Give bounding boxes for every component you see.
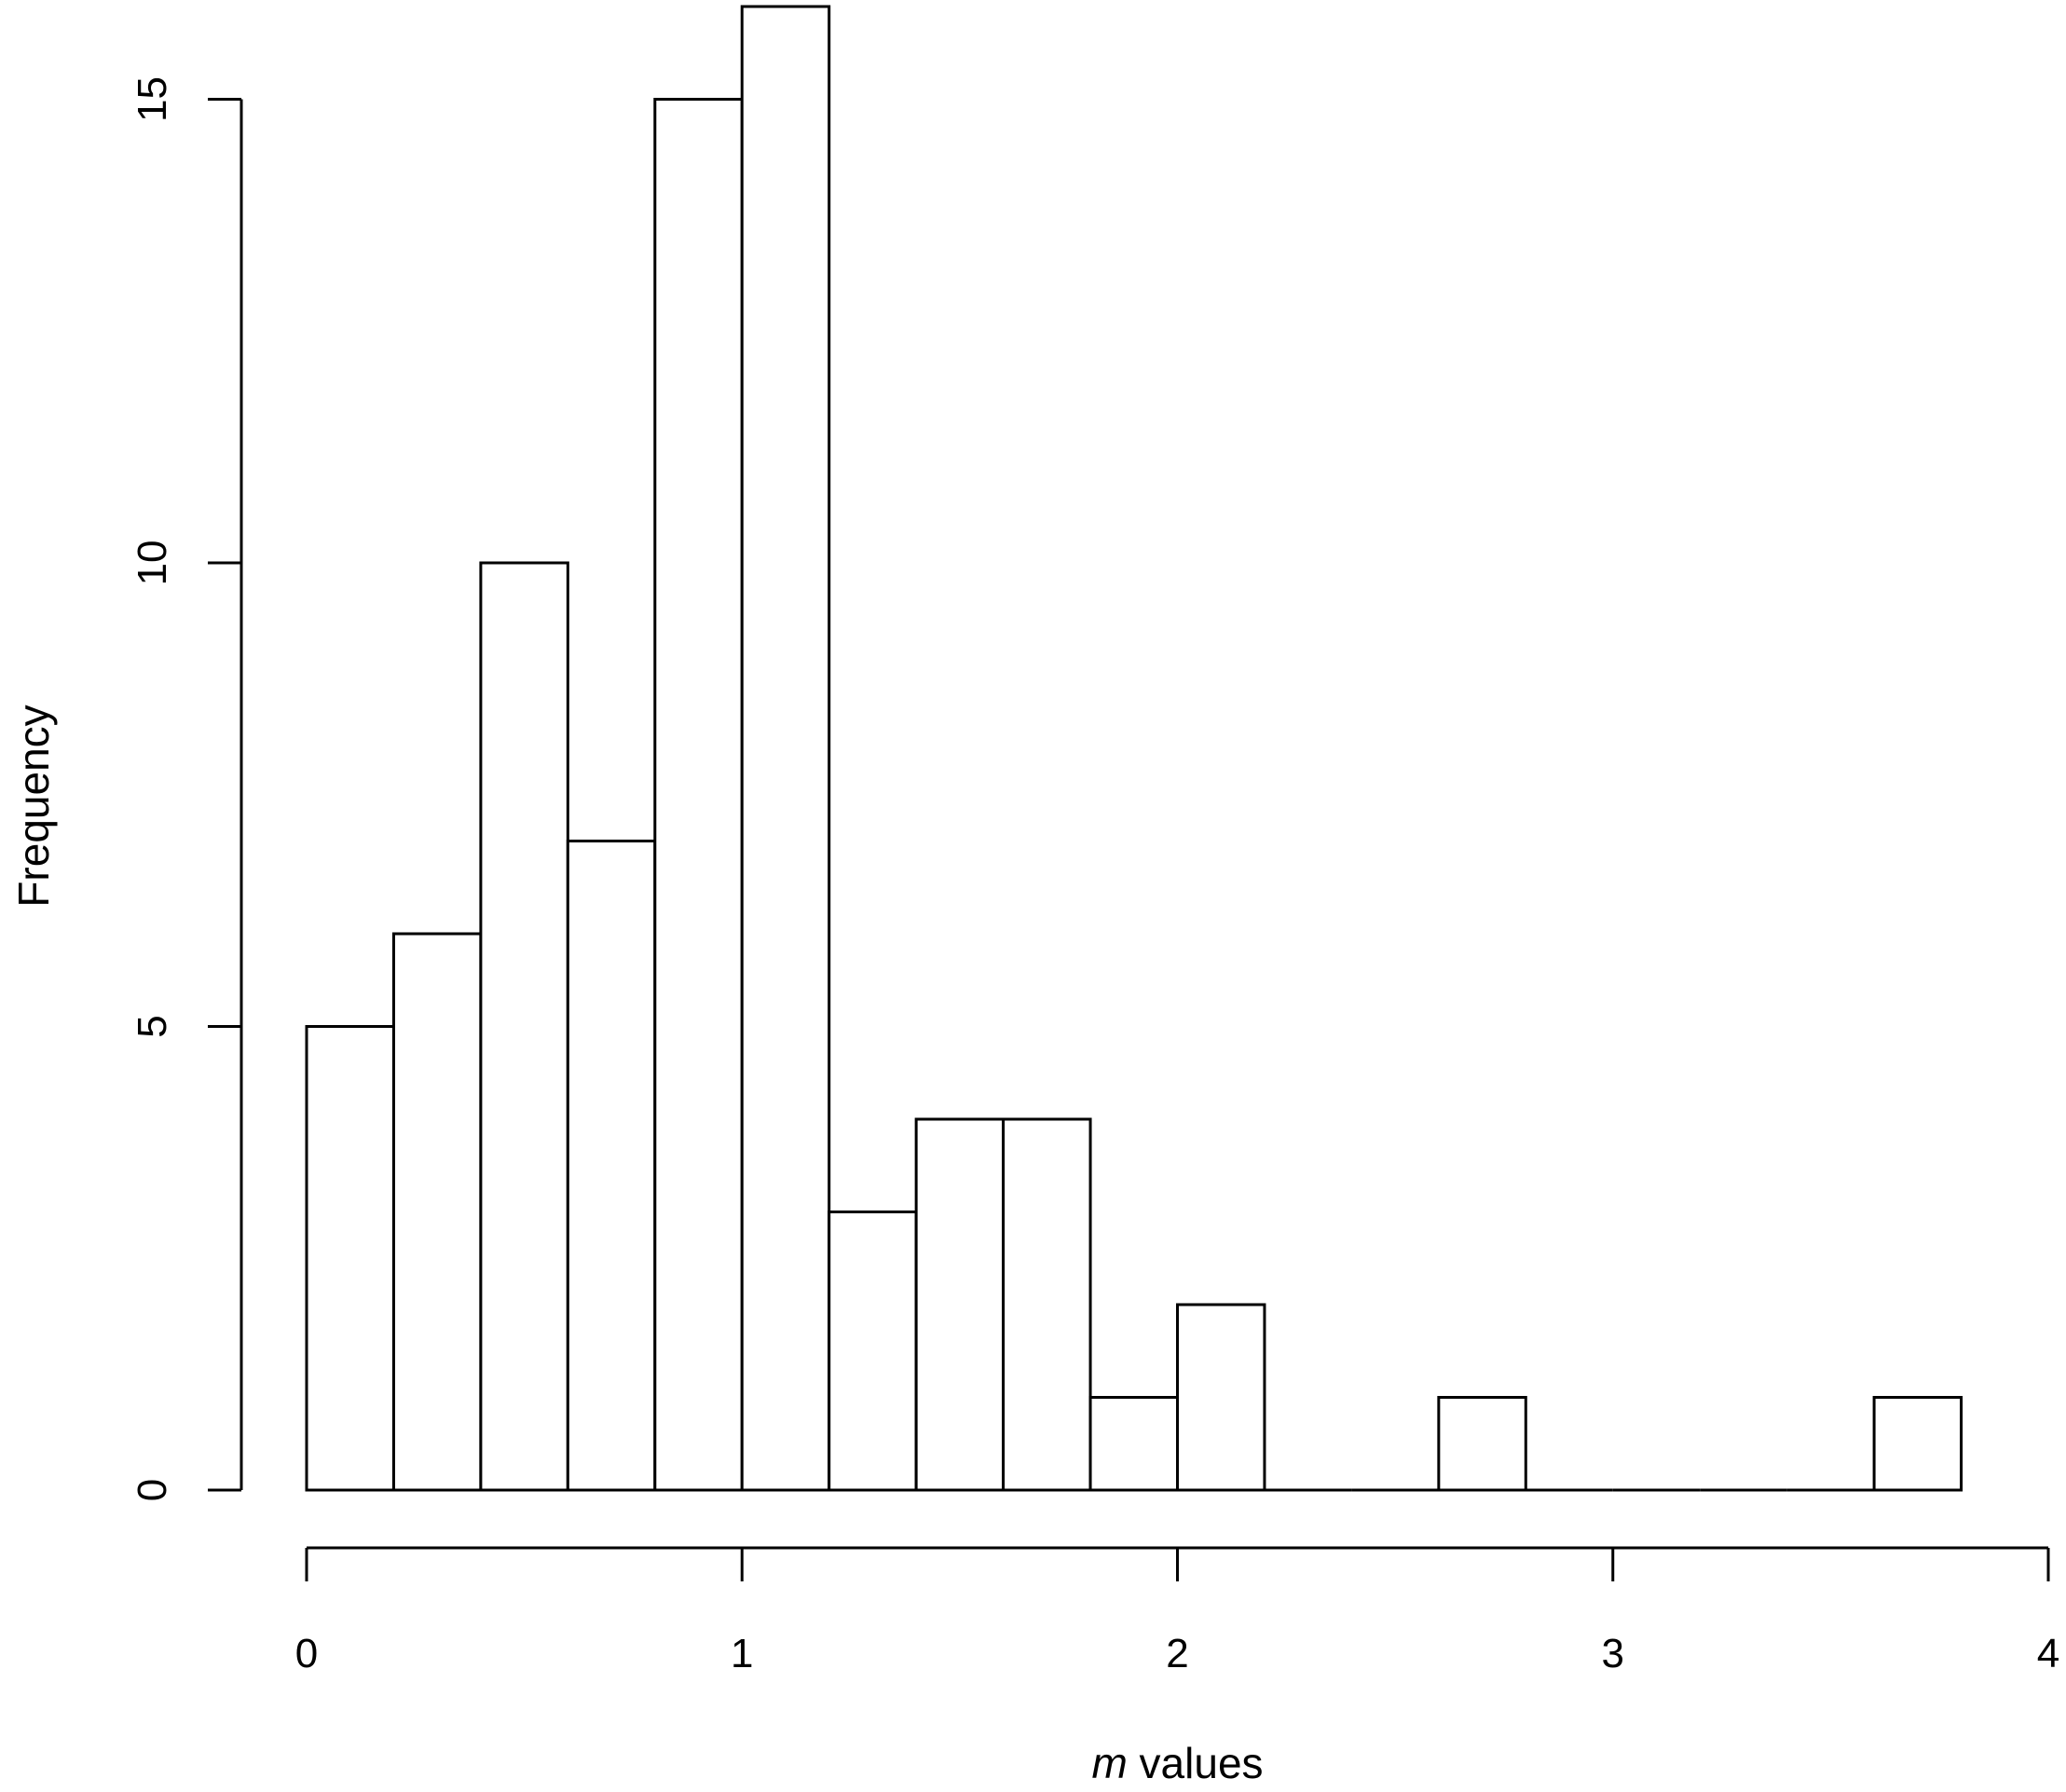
histogram-bar-8 [1002, 1117, 1092, 1492]
y-tick-label-2: 10 [130, 540, 175, 586]
y-tick-label-0: 0 [130, 1479, 175, 1501]
y-axis-title: Frequency [9, 704, 58, 907]
x-tick-label-1: 1 [731, 1631, 753, 1676]
histogram-bar-6 [828, 1211, 918, 1492]
x-axis-ticks: 0 1 2 3 4 [295, 1548, 2059, 1676]
histogram-bars [305, 5, 1963, 1492]
histogram-bar-0 [305, 1025, 395, 1492]
histogram-bar-4 [653, 98, 744, 1492]
x-tick-label-0: 0 [295, 1631, 318, 1676]
x-axis-title-rest: values [1128, 1739, 1264, 1787]
histogram-bar-7 [914, 1117, 1006, 1492]
x-axis-title-italic: m [1091, 1739, 1127, 1787]
y-axis: 0 5 10 15 [130, 76, 243, 1501]
x-tick-label-4: 4 [2037, 1631, 2059, 1676]
histogram-bar-9 [1088, 1396, 1180, 1492]
histogram-bar-1 [391, 932, 483, 1492]
x-axis-title: m values [1091, 1739, 1263, 1787]
x-tick-label-3: 3 [1602, 1631, 1624, 1676]
histogram-bar-10 [1176, 1303, 1266, 1492]
x-axis: 0 1 2 3 4 [295, 1546, 2059, 1676]
histogram-bar-5 [740, 5, 831, 1492]
histogram-bar-2 [479, 561, 569, 1492]
x-tick-label-2: 2 [1166, 1631, 1188, 1676]
histogram-bar-13 [1437, 1396, 1527, 1492]
histogram-bar-3 [566, 840, 657, 1492]
histogram-bar-18 [1872, 1396, 1963, 1492]
y-tick-label-3: 15 [130, 76, 175, 122]
y-axis-ticks: 0 5 10 15 [130, 76, 241, 1501]
y-tick-label-1: 5 [130, 1015, 175, 1037]
